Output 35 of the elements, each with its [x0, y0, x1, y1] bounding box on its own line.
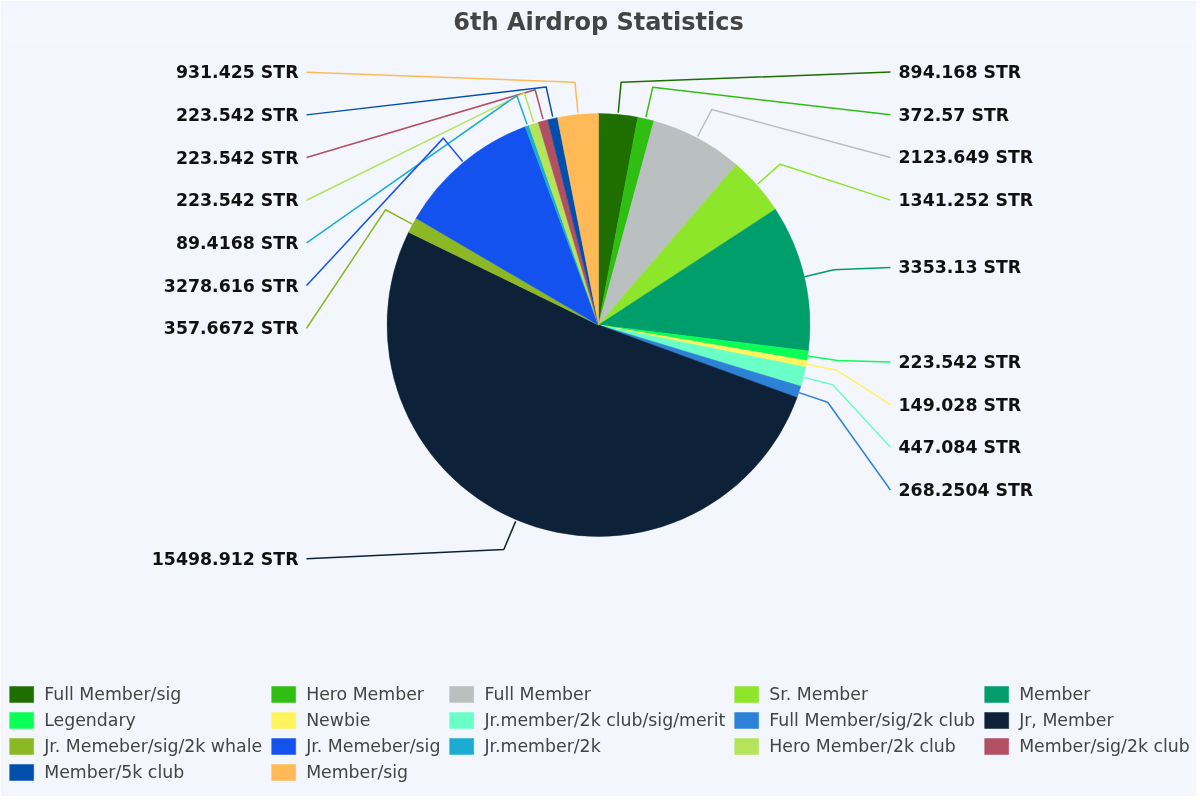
data-label: 894.168 STR — [898, 62, 1022, 83]
legend-label: Jr.member/2k — [484, 736, 601, 756]
data-label: 3353.13 STR — [898, 257, 1022, 278]
legend-label: Legendary — [44, 710, 136, 730]
legend-label: Jr.member/2k club/sig/merit — [484, 710, 726, 730]
legend-label: Hero Member/2k club — [769, 736, 956, 756]
data-label: 447.084 STR — [898, 437, 1022, 458]
legend-label: Newbie — [306, 710, 371, 730]
legend-label: Member/sig — [306, 762, 409, 782]
legend-label: Hero Member — [306, 684, 424, 704]
data-label: 223.542 STR — [175, 190, 299, 211]
data-label: 89.4168 STR — [175, 232, 299, 253]
legend-label: Member/5k club — [44, 762, 185, 782]
data-label: 223.542 STR — [175, 147, 299, 168]
data-label: 223.542 STR — [898, 351, 1022, 372]
legend-label: Full Member/sig/2k club — [769, 710, 976, 730]
legend-label: Jr, Member — [1019, 710, 1114, 730]
data-label: 268.2504 STR — [898, 480, 1034, 501]
data-label: 15498.912 STR — [151, 548, 299, 569]
data-label: 2123.649 STR — [898, 147, 1034, 168]
data-label: 149.028 STR — [898, 394, 1022, 415]
data-label: 3278.616 STR — [163, 275, 299, 296]
data-label: 372.57 STR — [898, 104, 1010, 125]
data-label: 1341.252 STR — [898, 190, 1034, 211]
legend-label: Sr. Member — [769, 684, 869, 704]
data-label: 357.6672 STR — [163, 318, 299, 339]
data-label: 223.542 STR — [175, 104, 299, 125]
legend-label: Jr. Memeber/sig — [306, 736, 441, 756]
legend-label: Jr. Memeber/sig/2k whale — [44, 736, 263, 756]
legend-label: Member — [1019, 684, 1091, 704]
legend-label: Member/sig/2k club — [1019, 736, 1190, 756]
data-label: 931.425 STR — [175, 62, 299, 83]
legend-label: Full Member/sig — [44, 684, 182, 704]
legend-label: Full Member — [484, 684, 591, 704]
chart-title: 6th Airdrop Statistics — [453, 7, 744, 36]
